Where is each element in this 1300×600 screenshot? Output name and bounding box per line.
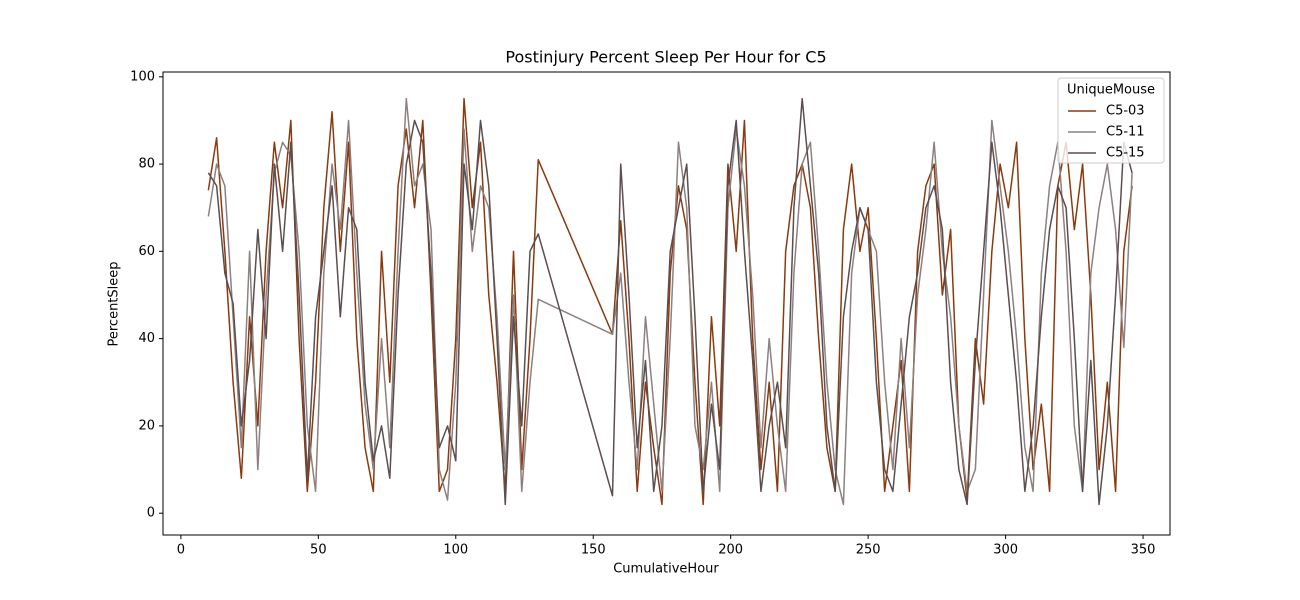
x-axis-label: CumulativeHour [613, 562, 719, 577]
legend-box [1057, 77, 1165, 164]
legend-title: UniqueMouse [1067, 83, 1155, 98]
y-tick-label: 0 [147, 506, 155, 521]
x-tick-label: 50 [310, 543, 327, 558]
y-tick-label: 100 [130, 69, 155, 84]
y-tick-label: 20 [138, 418, 155, 433]
legend-label: C5-15 [1106, 146, 1145, 161]
x-tick-label: 350 [1131, 543, 1156, 558]
y-axis-label: PercentSleep [107, 261, 122, 346]
x-tick-label: 200 [718, 543, 743, 558]
y-tick-label: 80 [138, 157, 155, 172]
x-tick-label: 300 [993, 543, 1018, 558]
y-tick-label: 60 [138, 244, 155, 259]
x-tick-label: 0 [177, 543, 185, 558]
chart-title: Postinjury Percent Sleep Per Hour for C5 [505, 48, 826, 67]
x-tick-label: 250 [856, 543, 881, 558]
series-line [207, 97, 1133, 506]
series-line [207, 97, 1133, 506]
legend-label: C5-11 [1106, 125, 1145, 140]
plot-frame [162, 71, 1171, 536]
y-tick-label: 40 [138, 331, 155, 346]
legend-label: C5-03 [1106, 104, 1145, 119]
x-tick-label: 100 [443, 543, 468, 558]
x-tick-label: 150 [581, 543, 606, 558]
